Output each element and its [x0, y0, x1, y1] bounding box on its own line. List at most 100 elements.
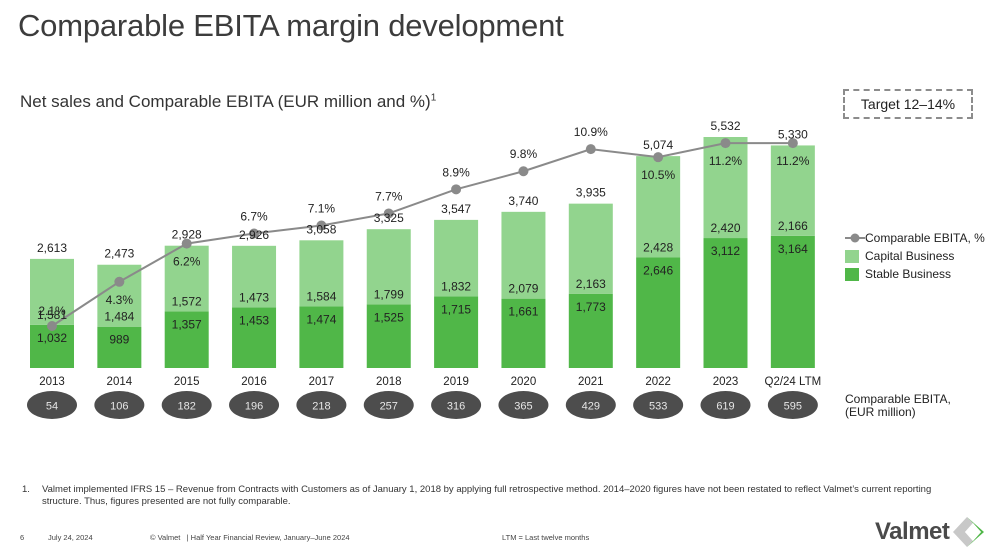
- chart-subtitle-text: Net sales and Comparable EBITA (EUR mill…: [20, 92, 431, 111]
- bar-capital-business: [703, 137, 748, 239]
- ebita-margin-point: [383, 208, 394, 219]
- ebita-value-label: 106: [110, 401, 128, 413]
- ebita-value-ellipse: [229, 391, 280, 419]
- legend-swatch-stable: [845, 267, 859, 281]
- category-label: 2021: [578, 376, 604, 388]
- ebita-margin-point: [720, 138, 731, 149]
- ebita-value-ellipse: [498, 391, 549, 419]
- ebita-value-label: 595: [784, 401, 802, 413]
- ebita-margin-point: [585, 144, 596, 155]
- ebita-value-label: 218: [312, 401, 330, 413]
- ebita-value-label: 533: [649, 401, 667, 413]
- capital-value-label: 2,428: [643, 241, 673, 255]
- total-label: 5,532: [710, 119, 740, 133]
- category-label: 2020: [511, 376, 537, 388]
- capital-value-label: 1,581: [37, 308, 67, 322]
- logo-text: Valmet: [875, 518, 950, 545]
- category-label: 2022: [645, 376, 671, 388]
- ebita-value-ellipse: [94, 391, 145, 419]
- bar-capital-business: [636, 156, 681, 258]
- footer-date: July 24, 2024: [48, 533, 93, 542]
- ebita-margin-line: [51, 142, 793, 327]
- bar-capital-business: [770, 145, 815, 236]
- stable-value-label: 1,661: [508, 305, 538, 319]
- legend-line-marker-icon: [845, 232, 865, 244]
- ebita-margin-point: [451, 184, 462, 195]
- ebita-value-label: 182: [178, 401, 196, 413]
- total-label: 3,740: [508, 194, 538, 208]
- capital-value-label: 1,484: [104, 310, 134, 324]
- stable-value-label: 2,646: [643, 264, 673, 278]
- capital-value-label: 2,163: [576, 277, 606, 291]
- bar-stable-business: [703, 238, 748, 368]
- footnote-number: 1.: [22, 484, 30, 495]
- ebita-value-ellipse: [431, 391, 482, 419]
- ebita-margin-label: 10.9%: [574, 125, 608, 139]
- label-layer: 2,613 1,032 1,581 2013 2,473 989 1,484 2014 2,92…: [37, 119, 821, 388]
- legend-item-capital: Capital Business: [845, 247, 985, 265]
- target-box: Target 12–14%: [843, 89, 973, 119]
- category-label: 2018: [376, 376, 402, 388]
- ebita-value-label: 196: [245, 401, 263, 413]
- footnote-text: Valmet implemented IFRS 15 – Revenue fro…: [42, 484, 932, 507]
- stable-value-label: 1,357: [172, 317, 202, 331]
- ebita-value-ellipse: [363, 391, 414, 419]
- total-label: 3,547: [441, 202, 471, 216]
- ebita-value-label: 257: [380, 401, 398, 413]
- category-label: 2014: [107, 376, 133, 388]
- ebita-value-ellipse: [700, 391, 751, 419]
- valmet-logo: Valmet: [875, 515, 987, 549]
- bar-capital-business: [164, 245, 209, 312]
- ebita-value-ellipse: [296, 391, 347, 419]
- bar-stable-business: [568, 293, 613, 368]
- comparable-ebita-row-label: Comparable EBITA, (EUR million): [845, 393, 951, 419]
- bar-stable-business: [97, 326, 142, 368]
- category-label: 2015: [174, 376, 200, 388]
- legend-label-capital: Capital Business: [865, 249, 955, 263]
- category-label: 2019: [443, 376, 469, 388]
- ebita-margin-label: 7.7%: [375, 189, 403, 203]
- line-layer: [47, 138, 798, 331]
- bar-stable-business: [366, 304, 411, 368]
- bar-stable-business: [164, 311, 209, 368]
- total-label: 3,325: [374, 211, 404, 225]
- bar-stable-business: [30, 324, 74, 368]
- ebita-margin-point: [114, 276, 125, 287]
- ebita-margin-point: [181, 238, 192, 249]
- bar-capital-business: [232, 245, 277, 308]
- stable-value-label: 1,525: [374, 310, 404, 324]
- chart-legend: Comparable EBITA, % Capital Business Sta…: [845, 229, 985, 283]
- total-label: 5,330: [778, 127, 808, 141]
- bar-stable-business: [501, 298, 546, 368]
- total-label: 5,074: [643, 138, 673, 152]
- valmet-diamond-icon: [953, 517, 985, 547]
- ebita-margin-point: [787, 138, 798, 149]
- ebita-margin-label: 7.1%: [308, 202, 336, 216]
- footer-copyright: © Valmet | Half Year Financial Review, J…: [150, 533, 350, 542]
- legend-swatch-capital: [845, 249, 859, 263]
- capital-value-label: 2,420: [710, 221, 740, 235]
- stable-value-label: 989: [109, 333, 129, 347]
- bar-capital-business: [299, 240, 344, 307]
- ebita-value-label: 316: [447, 401, 465, 413]
- stable-value-label: 1,474: [306, 312, 336, 326]
- footnote-ref: 1: [430, 92, 437, 104]
- total-label: 3,058: [306, 222, 336, 236]
- ebita-margin-point: [518, 166, 529, 177]
- legend-label-stable: Stable Business: [865, 267, 952, 281]
- bar-layer: [30, 137, 815, 368]
- legend-item-stable: Stable Business: [845, 265, 985, 283]
- stable-value-label: 1,715: [441, 302, 471, 316]
- total-label: 2,613: [37, 241, 67, 255]
- ebita-value-ellipse: [633, 391, 684, 419]
- stable-value-label: 1,032: [37, 331, 67, 345]
- bar-stable-business: [770, 235, 815, 368]
- bar-capital-business: [434, 219, 479, 297]
- ebita-margin-label: 11.2%: [709, 154, 742, 168]
- ebita-margin-label: 9.8%: [510, 147, 538, 161]
- bar-capital-business: [97, 264, 142, 327]
- ebita-margin-label: 6.7%: [240, 210, 268, 224]
- category-label: 2016: [241, 376, 267, 388]
- target-label: Target 12–14%: [860, 96, 956, 112]
